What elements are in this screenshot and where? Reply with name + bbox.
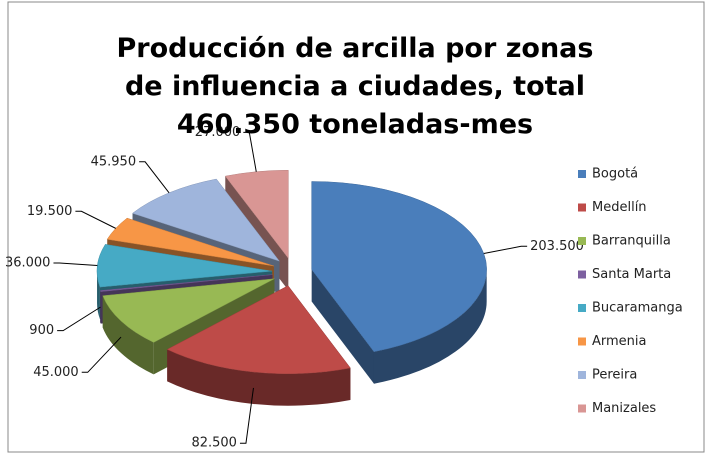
slice-side bbox=[102, 295, 154, 375]
legend-label: Pereira bbox=[592, 368, 637, 383]
leader-line bbox=[243, 131, 257, 172]
legend-swatch bbox=[578, 237, 586, 245]
leader-line bbox=[139, 161, 170, 194]
data-label: 36.000 bbox=[5, 256, 51, 271]
legend-swatch bbox=[578, 404, 586, 413]
slice-top bbox=[311, 181, 487, 352]
legend-label: Medellín bbox=[592, 200, 647, 215]
slice-side bbox=[97, 271, 100, 320]
slice-wall bbox=[311, 269, 374, 384]
slice-top bbox=[106, 217, 274, 267]
leader-line bbox=[81, 336, 122, 373]
legend-swatch bbox=[578, 270, 586, 279]
data-label: 82.500 bbox=[191, 436, 237, 451]
slice bbox=[166, 285, 351, 406]
slice-side bbox=[167, 349, 351, 406]
legend-swatch bbox=[578, 371, 586, 379]
leader-line bbox=[483, 245, 528, 255]
data-label: 27.000 bbox=[195, 125, 241, 140]
legend-swatch bbox=[578, 337, 586, 346]
data-label: 203.500 bbox=[530, 239, 584, 254]
legend-swatch bbox=[578, 304, 586, 312]
slice-top bbox=[166, 285, 351, 374]
slice-top bbox=[102, 278, 275, 343]
slice-side bbox=[373, 269, 487, 384]
legend-swatch bbox=[578, 170, 586, 178]
legend-label: Manizales bbox=[592, 401, 656, 416]
slice bbox=[311, 181, 487, 384]
data-label: 45.950 bbox=[91, 154, 137, 169]
legend-label: Bogotá bbox=[592, 167, 638, 182]
data-label: 19.500 bbox=[27, 204, 73, 219]
slice-top bbox=[99, 274, 273, 292]
leader-line bbox=[53, 262, 98, 267]
legend-label: Santa Marta bbox=[592, 267, 671, 282]
legend-label: Barranquilla bbox=[592, 234, 671, 249]
data-label: 45.000 bbox=[33, 365, 79, 380]
chart-title: Producción de arcilla por zonas de influ… bbox=[116, 33, 594, 140]
leader-line bbox=[239, 387, 254, 444]
legend-swatch bbox=[578, 203, 586, 212]
legend-label: Armenia bbox=[592, 334, 647, 349]
leader-line bbox=[75, 210, 116, 229]
leader-line bbox=[57, 306, 101, 332]
data-label: 900 bbox=[29, 323, 54, 338]
legend-label: Bucaramanga bbox=[592, 301, 683, 316]
